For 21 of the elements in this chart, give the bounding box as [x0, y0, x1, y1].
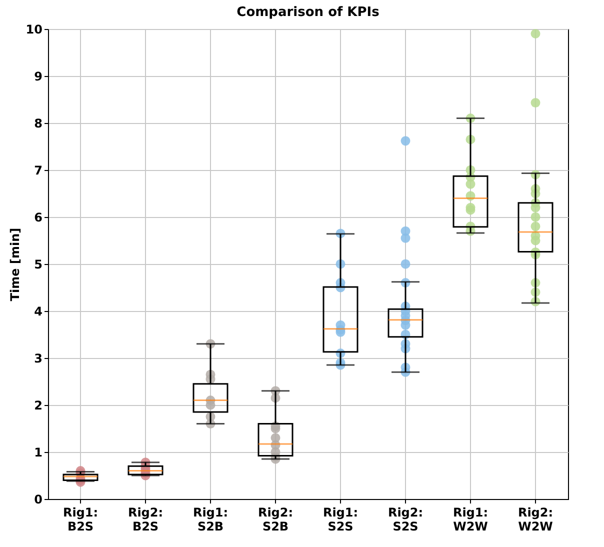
x-tick-label: Rig1: W2W	[452, 506, 488, 534]
y-tick-label: 4	[34, 304, 42, 318]
chart-title: Comparison of KPIs	[236, 5, 380, 20]
x-tick-label: Rig2: S2B	[258, 506, 294, 534]
y-tick-label: 2	[34, 398, 42, 412]
y-tick-label: 10	[26, 22, 42, 36]
y-tick-label: 6	[34, 210, 42, 224]
y-tick-label: 5	[34, 258, 42, 272]
x-tick-label: Rig2: B2S	[128, 506, 164, 534]
y-tick-label: 8	[34, 116, 42, 130]
y-tick-label: 0	[34, 492, 42, 506]
x-tick-label: Rig1: S2S	[322, 506, 358, 534]
y-tick-label: 9	[34, 70, 42, 84]
x-tick-label: Rig2: S2S	[388, 506, 424, 534]
y-tick-label: 1	[34, 446, 42, 460]
y-tick-label: 7	[34, 164, 42, 178]
x-tick-label: Rig2: W2W	[518, 506, 554, 534]
x-tick-label: Rig1: B2S	[62, 506, 98, 534]
x-tick-label: Rig1: S2B	[192, 506, 228, 534]
y-tick-label: 3	[34, 352, 42, 366]
y-axis-title: Time [min]	[8, 228, 22, 302]
